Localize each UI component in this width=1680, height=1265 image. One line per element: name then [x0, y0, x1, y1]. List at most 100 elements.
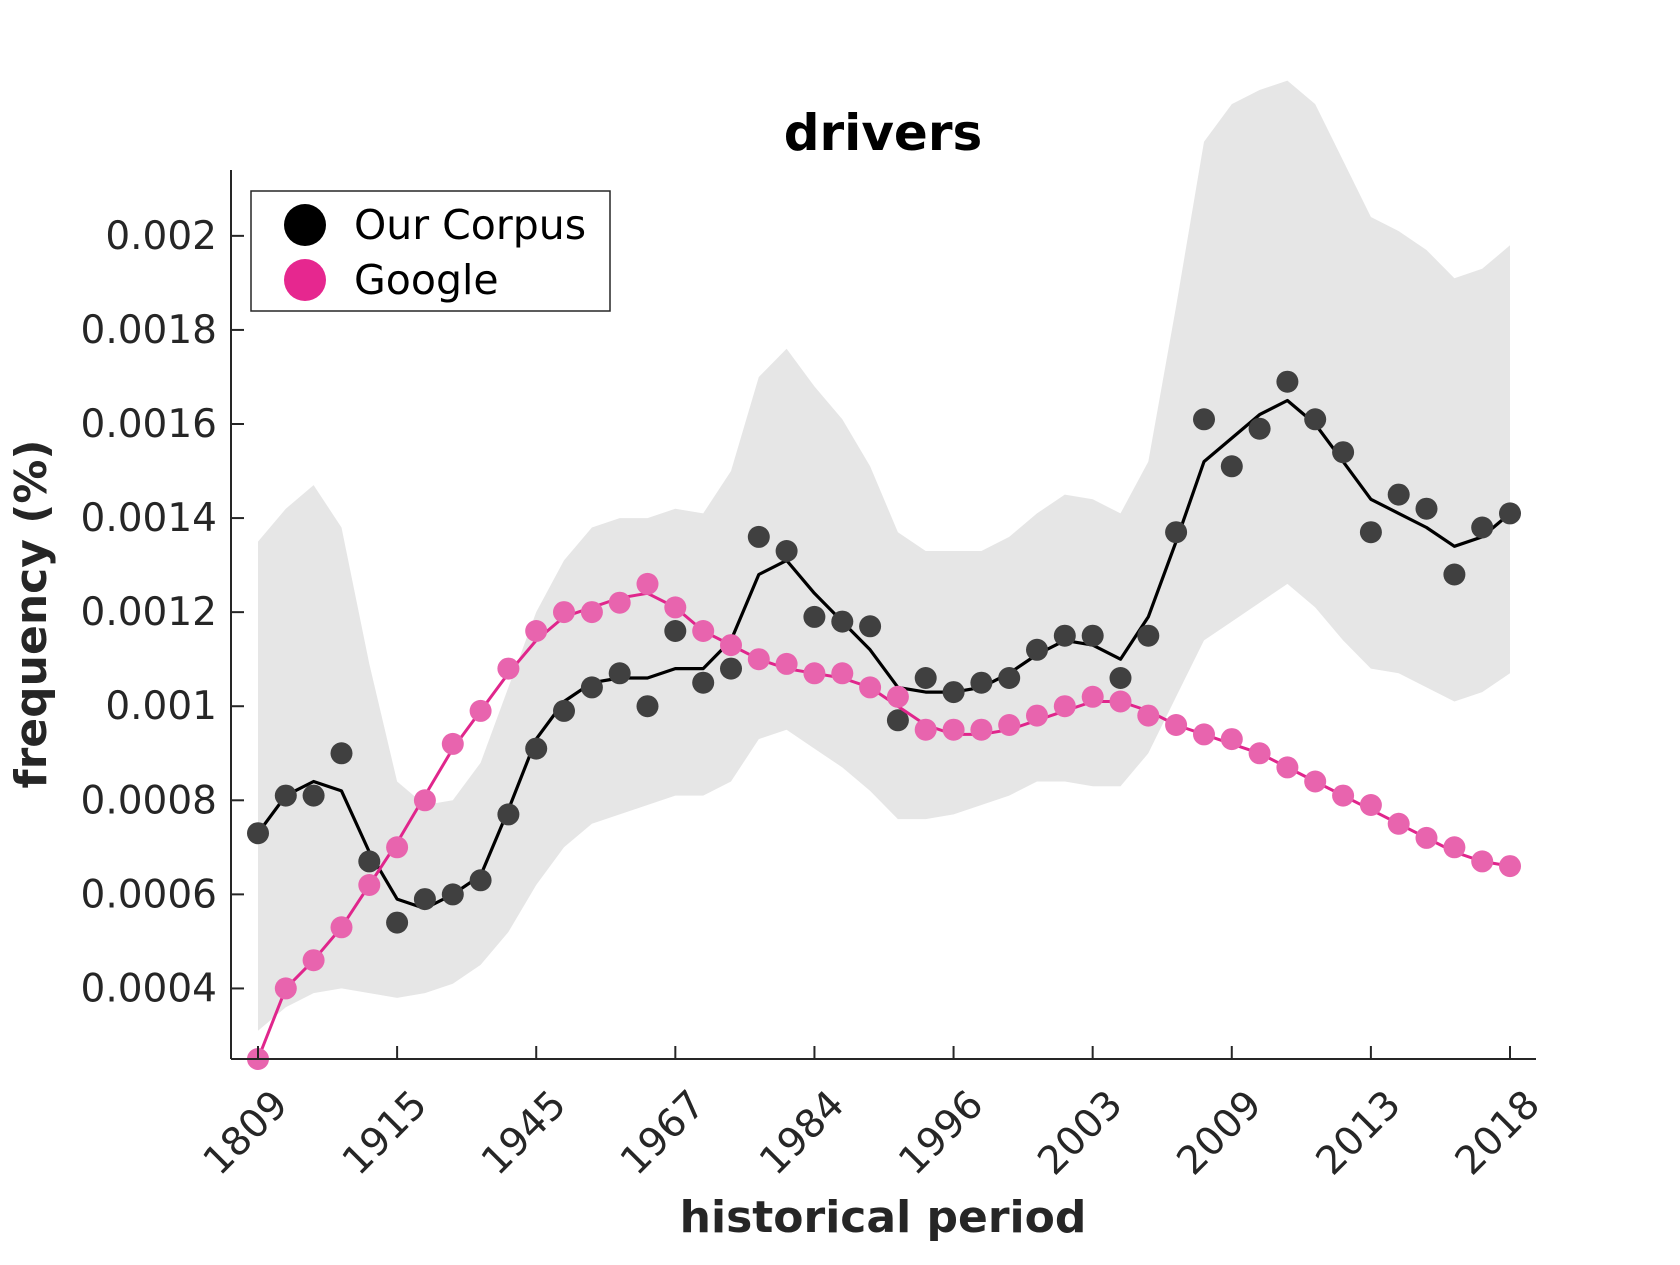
- our-corpus-trend-line: [256, 398, 1512, 911]
- google-point: [608, 591, 631, 614]
- x-tick-label: 2003: [1030, 1082, 1132, 1184]
- our-corpus-confidence-band: [258, 80, 1510, 1031]
- our-corpus-point: [302, 784, 325, 807]
- y-axis-label: frequency (%): [6, 439, 57, 788]
- legend-marker-google: [284, 259, 326, 301]
- legend: Our Corpus Google: [250, 190, 611, 312]
- google-point: [274, 977, 297, 1000]
- our-corpus-point: [330, 742, 353, 765]
- legend-label-our-corpus: Our Corpus: [354, 201, 586, 249]
- google-point: [859, 676, 882, 699]
- our-corpus-point: [692, 671, 715, 694]
- google-point: [1387, 812, 1410, 835]
- our-corpus-point: [608, 662, 631, 685]
- our-corpus-point: [469, 869, 492, 892]
- our-corpus-point: [1304, 408, 1327, 431]
- our-corpus-point: [1387, 483, 1410, 506]
- y-tick-label: 0.0018: [81, 308, 217, 353]
- y-tick-label: 0.0012: [81, 590, 217, 635]
- axes: [230, 170, 1536, 1060]
- our-corpus-point: [1137, 624, 1160, 647]
- google-point: [1499, 855, 1521, 878]
- google-point: [386, 836, 409, 859]
- x-tick-label: 1996: [890, 1082, 992, 1184]
- google-point: [803, 662, 826, 685]
- our-corpus-point: [831, 610, 854, 633]
- y-tick-label: 0.001: [105, 684, 217, 729]
- chart-title: drivers: [784, 104, 983, 162]
- google-point: [998, 714, 1021, 736]
- our-corpus-point: [1471, 516, 1494, 539]
- google-point: [302, 949, 325, 972]
- our-corpus-point: [664, 620, 687, 642]
- google-point: [831, 662, 854, 685]
- google-point: [330, 916, 353, 939]
- confidence-band-layer: [258, 80, 1510, 1031]
- google-point: [1193, 723, 1215, 746]
- google-point: [914, 718, 937, 741]
- our-corpus-point: [803, 605, 826, 628]
- our-corpus-point: [553, 699, 575, 722]
- x-tick-label: 1915: [334, 1082, 436, 1184]
- our-corpus-point: [580, 676, 603, 699]
- our-corpus-point: [358, 850, 381, 873]
- google-trend-line: [256, 591, 1511, 1060]
- our-corpus-point: [747, 525, 770, 548]
- google-point: [775, 652, 798, 675]
- y-tick-label: 0.0016: [81, 402, 217, 447]
- google-point: [1109, 690, 1132, 713]
- our-corpus-point: [525, 737, 548, 760]
- legend-label-google: Google: [354, 256, 499, 304]
- trend-line-layer: [256, 398, 1512, 911]
- google-point: [970, 718, 993, 741]
- google-point: [441, 732, 464, 755]
- our-corpus-point: [497, 803, 520, 826]
- our-corpus-point: [886, 709, 909, 732]
- x-axis-label: historical period: [680, 1192, 1087, 1243]
- marker-layer: [247, 370, 1521, 1070]
- our-corpus-point: [998, 667, 1021, 689]
- x-tick-label: 1984: [751, 1082, 853, 1184]
- google-point: [664, 596, 687, 619]
- x-tick-label: 1945: [473, 1082, 575, 1184]
- our-corpus-point: [1193, 408, 1215, 431]
- our-corpus-point: [413, 888, 436, 911]
- google-point: [1248, 742, 1271, 765]
- our-corpus-point: [247, 822, 269, 845]
- our-corpus-point: [386, 911, 409, 934]
- our-corpus-point: [1109, 667, 1132, 689]
- google-point: [1332, 784, 1355, 807]
- y-tick-label: 0.0014: [81, 496, 217, 541]
- our-corpus-point: [1499, 502, 1521, 525]
- legend-marker-our-corpus: [284, 204, 326, 246]
- our-corpus-point: [636, 695, 659, 718]
- google-point: [886, 685, 909, 708]
- our-corpus-point: [1220, 455, 1243, 478]
- google-point: [525, 620, 548, 642]
- google-point: [580, 601, 603, 624]
- google-point: [1220, 728, 1243, 751]
- our-corpus-point: [859, 615, 882, 638]
- our-corpus-point: [1443, 563, 1466, 586]
- x-tick-label: 1967: [612, 1082, 714, 1184]
- google-point: [469, 699, 492, 722]
- google-point: [1415, 826, 1438, 849]
- google-point: [1276, 756, 1299, 779]
- our-corpus-point: [775, 540, 798, 562]
- y-tick-layer: 0.0004 0.0006 0.0008 0.001 0.0012 0.0014 0.001…: [81, 214, 244, 1011]
- google-point: [636, 572, 659, 595]
- x-tick-label: 2018: [1447, 1082, 1549, 1184]
- y-tick-label: 0.0008: [81, 778, 217, 823]
- our-corpus-point: [1026, 638, 1048, 661]
- y-tick-label: 0.002: [105, 214, 217, 259]
- our-corpus-point: [942, 681, 965, 704]
- google-point: [1026, 704, 1048, 727]
- google-point: [1443, 836, 1466, 859]
- google-point: [1137, 704, 1160, 727]
- google-point: [747, 648, 770, 671]
- google-point: [1081, 685, 1104, 708]
- x-tick-label: 1809: [195, 1082, 297, 1184]
- x-tick-label: 2013: [1308, 1082, 1410, 1184]
- our-corpus-point: [274, 784, 297, 807]
